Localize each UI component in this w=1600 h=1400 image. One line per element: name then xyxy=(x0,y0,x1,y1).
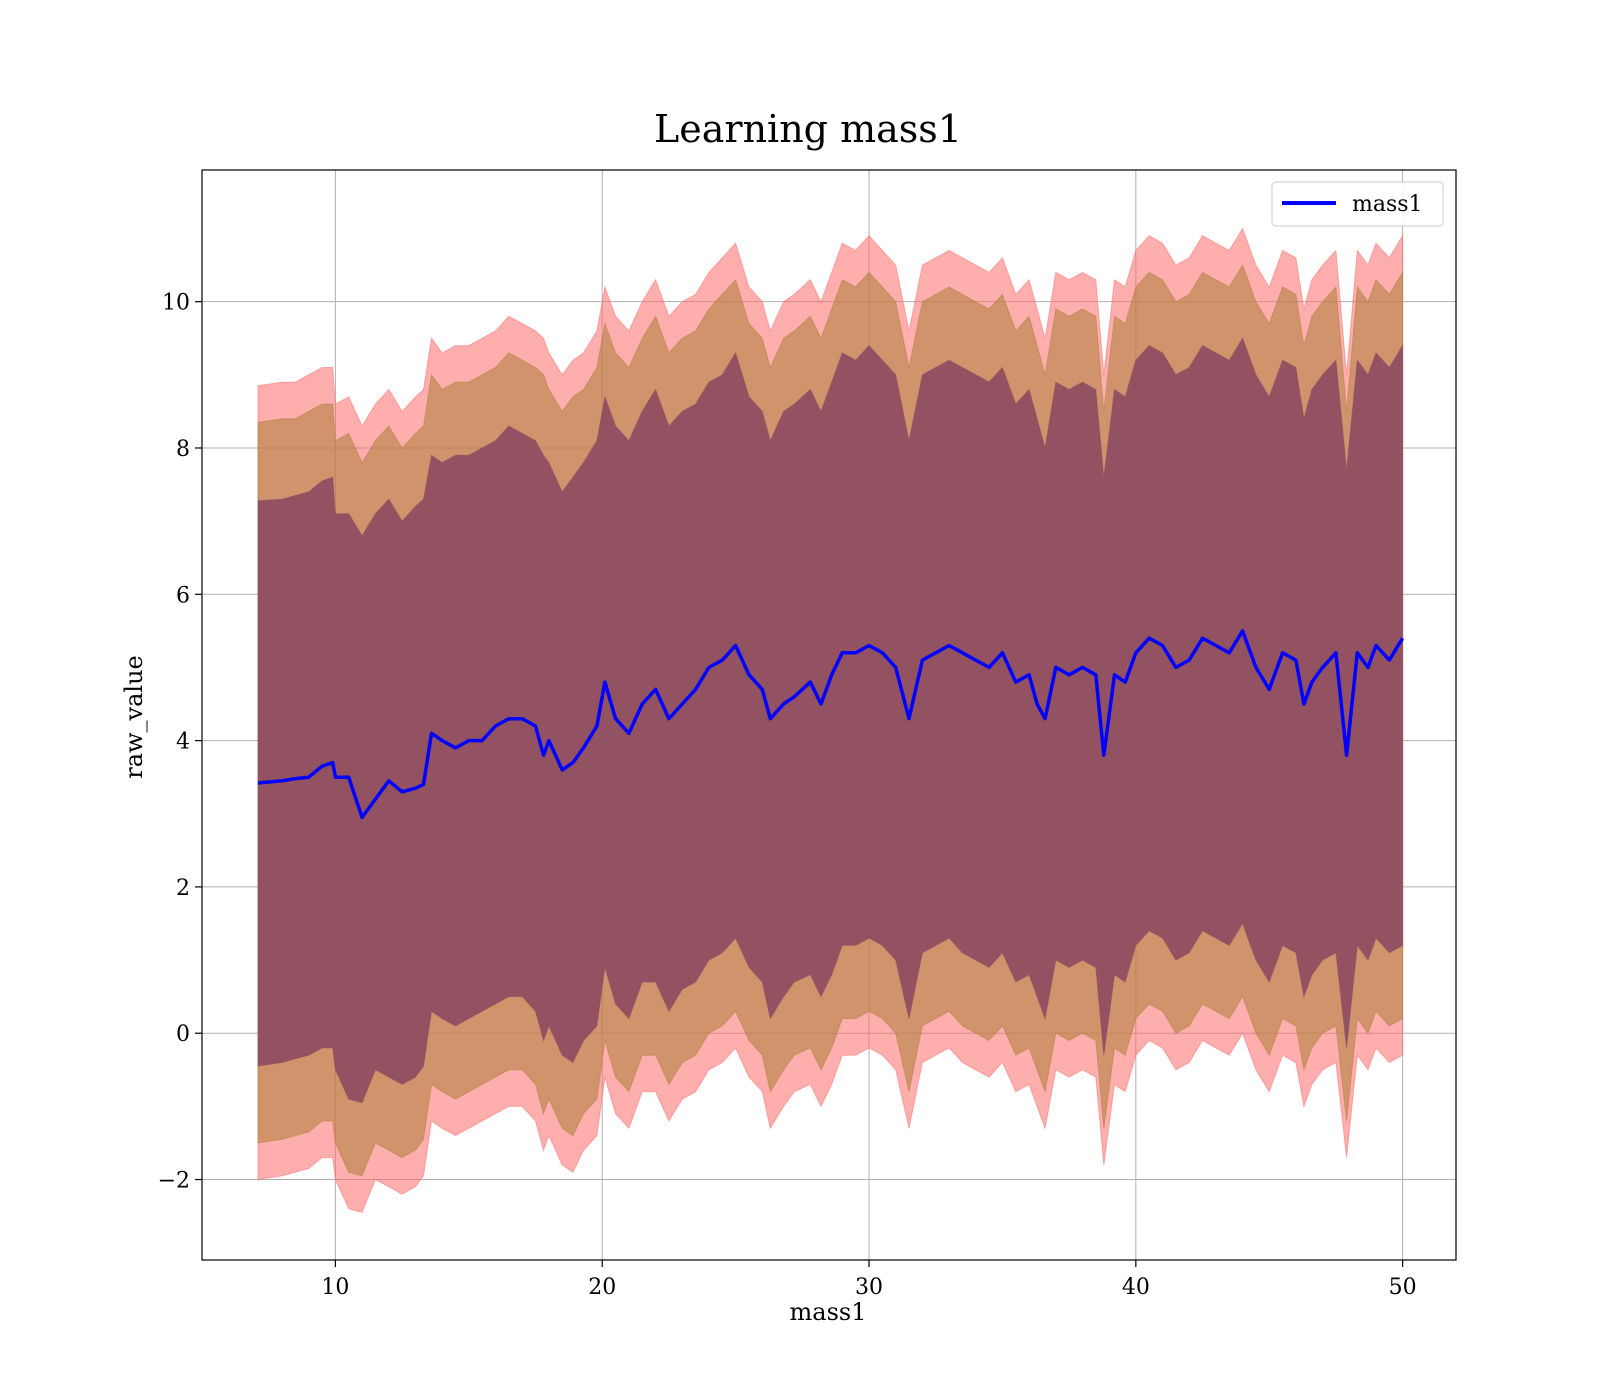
y-axis-label: raw_value xyxy=(120,655,148,779)
series-line-mass1 xyxy=(257,629,1405,820)
y-tick-label: 10 xyxy=(162,291,190,316)
legend-box xyxy=(1271,181,1444,227)
x-tick-label: 50 xyxy=(1389,1275,1417,1300)
x-tick-label: 40 xyxy=(1122,1275,1150,1300)
axis-ticks: 10 20 30 40 50 −2 0 2 4 6 8 10 xyxy=(158,291,1417,1300)
y-tick-label: −2 xyxy=(158,1169,190,1194)
legend-label: mass1 xyxy=(1352,192,1423,217)
x-tick-label: 20 xyxy=(588,1275,616,1300)
mean-line-layer xyxy=(257,629,1405,820)
x-axis-label: mass1 xyxy=(790,1298,867,1326)
y-tick-label: 2 xyxy=(176,876,190,901)
y-tick-label: 0 xyxy=(176,1022,190,1047)
legend: mass1 xyxy=(1271,181,1444,227)
y-tick-label: 6 xyxy=(176,583,190,608)
band-inner xyxy=(257,337,1404,1104)
chart-title: Learning mass1 xyxy=(654,107,962,151)
y-tick-label: 8 xyxy=(176,437,190,462)
y-tick-label: 4 xyxy=(176,730,190,755)
plot-frame xyxy=(201,169,1457,1261)
x-tick-label: 30 xyxy=(855,1275,883,1300)
x-tick-label: 10 xyxy=(321,1275,349,1300)
confidence-bands xyxy=(257,227,1404,1213)
